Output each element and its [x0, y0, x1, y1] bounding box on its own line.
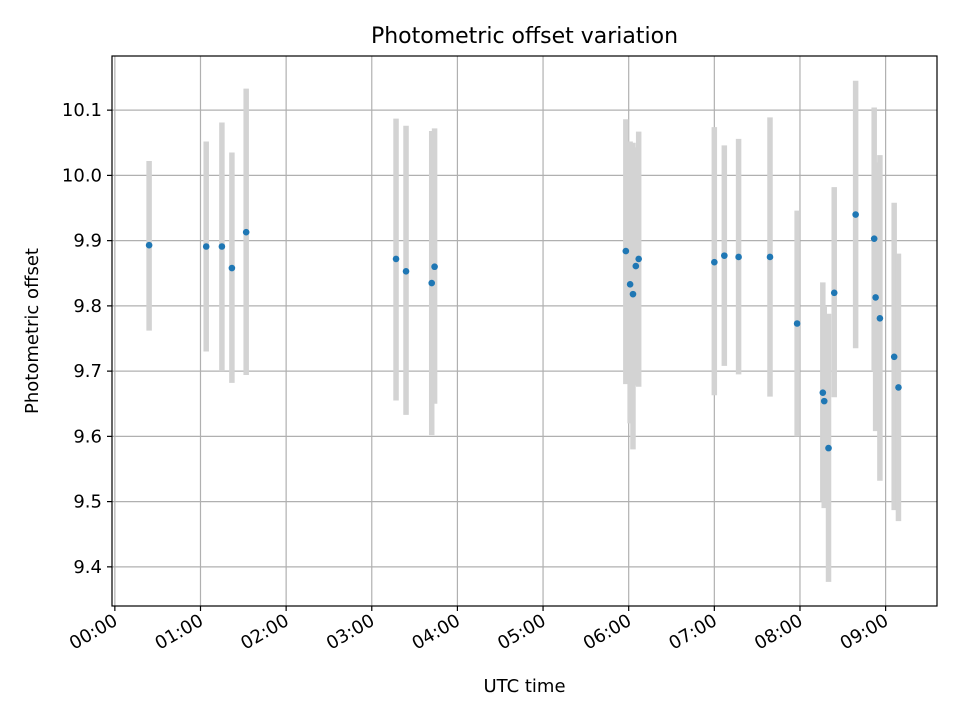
y-tick-label: 9.5	[73, 492, 102, 513]
y-tick-label: 10.1	[62, 100, 102, 121]
x-tick-label: 02:00	[237, 610, 292, 654]
data-point	[428, 279, 436, 287]
x-tick-label: 08:00	[751, 610, 806, 654]
x-tick-label: 04:00	[408, 610, 463, 654]
plot-area-frame	[111, 55, 938, 607]
data-point	[819, 389, 827, 396]
data-point	[890, 353, 898, 361]
data-point	[735, 253, 742, 261]
data-point	[632, 262, 640, 270]
data-point	[872, 294, 879, 301]
data-point	[622, 247, 630, 255]
x-tick-label: 07:00	[665, 610, 720, 654]
chart-title: Photometric offset variation	[371, 24, 678, 49]
y-tick-label: 9.6	[73, 426, 102, 447]
x-tick-label: 05:00	[494, 610, 549, 654]
x-tick-label: 09:00	[837, 610, 892, 654]
data-point	[145, 241, 153, 249]
data-point	[218, 243, 226, 250]
data-point	[825, 444, 832, 452]
data-point	[635, 255, 642, 263]
data-point	[830, 289, 838, 297]
y-axis-title: Photometric offset	[22, 248, 43, 414]
data-point	[820, 397, 828, 405]
x-tick-label: 03:00	[323, 610, 378, 654]
data-points	[145, 211, 902, 452]
data-point	[202, 243, 210, 250]
grid	[112, 56, 937, 606]
data-point	[431, 263, 438, 271]
data-point	[721, 252, 728, 259]
data-point	[793, 320, 801, 327]
data-point	[626, 281, 634, 288]
data-point	[876, 314, 884, 322]
data-point	[766, 253, 774, 261]
data-point	[895, 384, 902, 391]
data-point	[852, 211, 859, 218]
data-point	[392, 255, 400, 263]
y-tick-label: 9.8	[73, 296, 102, 317]
x-tick-label: 01:00	[152, 610, 207, 654]
error-bars	[146, 80, 902, 582]
data-point	[870, 235, 878, 242]
x-tick-label: 00:00	[66, 610, 121, 654]
data-point	[711, 258, 718, 266]
x-axis-title: UTC time	[483, 676, 565, 697]
x-tick-label: 06:00	[580, 610, 635, 654]
y-tick-label: 10.0	[62, 165, 102, 186]
data-point	[228, 264, 236, 272]
y-tick-label: 9.7	[73, 361, 102, 382]
data-point	[629, 290, 637, 298]
y-tick-label: 9.9	[73, 231, 102, 252]
data-point	[402, 268, 410, 275]
data-point	[242, 228, 250, 236]
y-tick-label: 9.4	[73, 557, 102, 578]
